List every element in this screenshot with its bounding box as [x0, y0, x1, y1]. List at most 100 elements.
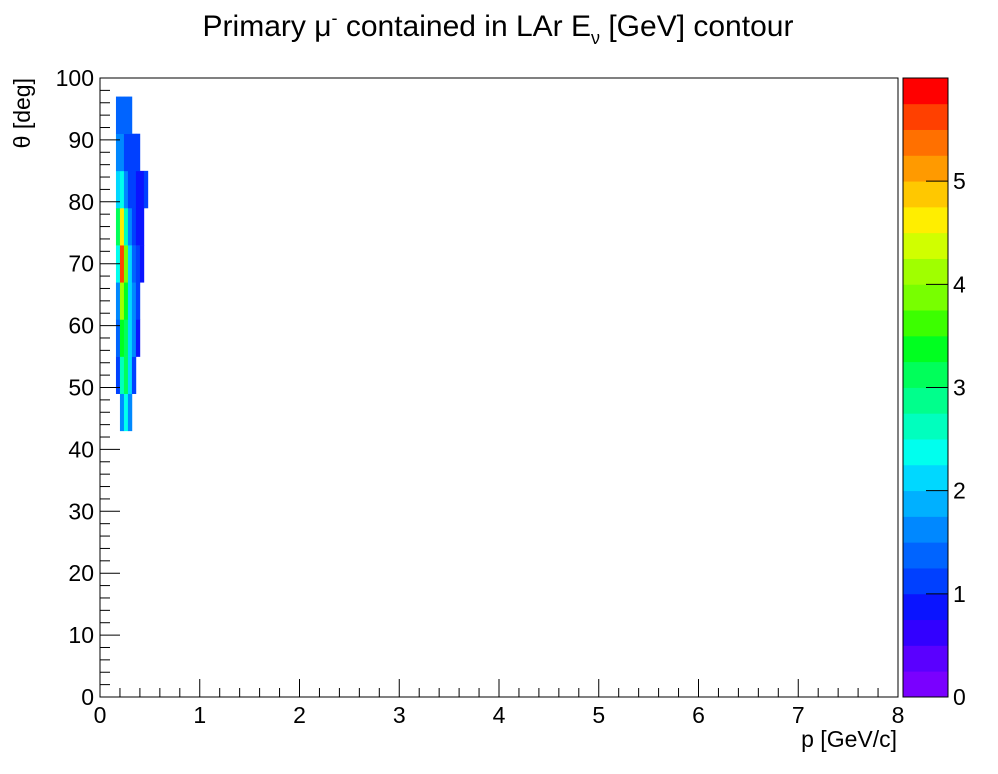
heatmap-cell [115, 319, 121, 357]
heatmap-cell [131, 245, 137, 283]
heatmap-cell [123, 133, 129, 172]
color-palette [902, 77, 949, 698]
heatmap-cell [135, 245, 141, 283]
x-tick-label: 6 [692, 702, 705, 728]
z-tick-label: 5 [953, 168, 966, 194]
heatmap-cell [127, 170, 133, 209]
x-tick-label: 1 [193, 702, 206, 728]
x-axis: 0 1 2 3 4 5 6 7 8 [94, 679, 905, 728]
z-tick-label: 2 [953, 478, 966, 504]
x-tick-label: 4 [493, 702, 506, 728]
palette-segment [903, 310, 948, 337]
palette-segment [903, 129, 948, 156]
x-tick-label: 8 [892, 702, 905, 728]
heatmap-cell [115, 356, 121, 394]
heatmap-cell [127, 319, 133, 357]
y-tick-label: 60 [68, 313, 94, 339]
heatmap-cell [143, 170, 149, 209]
heatmap-cell [135, 207, 141, 246]
heatmap-cell [131, 356, 137, 394]
heatmap-cell [127, 245, 133, 283]
y-tick-label: 50 [68, 375, 94, 401]
heatmap-cell [119, 393, 125, 432]
heatmap-cell [115, 133, 121, 172]
y-tick-label: 90 [68, 127, 94, 153]
heatmap-cell [123, 170, 129, 209]
heatmap-cells [115, 96, 149, 432]
palette-segment [903, 542, 948, 569]
heatmap-cell [119, 207, 125, 246]
z-tick-label: 0 [953, 684, 966, 710]
palette-segment [903, 619, 948, 646]
y-tick-label: 40 [68, 436, 94, 462]
heatmap-cell [119, 319, 125, 357]
heatmap-cell [127, 393, 133, 432]
heatmap-cell [119, 356, 125, 394]
chart-title-main: Primary μ [203, 10, 332, 43]
palette-segment [903, 516, 948, 543]
heatmap-cell [119, 245, 125, 283]
heatmap-cell [115, 96, 121, 135]
heatmap-cell [123, 245, 129, 283]
palette-segment [903, 464, 948, 492]
palette-segment [903, 232, 948, 259]
palette-segment [903, 439, 948, 466]
x-tick-label: 2 [293, 702, 306, 728]
palette-segment [903, 284, 948, 311]
y-tick-label: 100 [56, 65, 94, 91]
heatmap-cell [139, 245, 145, 283]
heatmap-cell [127, 207, 133, 246]
heatmap-cell [127, 282, 133, 320]
heatmap-cell [127, 133, 133, 172]
palette-segment [903, 103, 948, 130]
heatmap-cell [123, 356, 129, 394]
chart-title-middle: contained in LAr E [338, 10, 592, 43]
y-tick-label: 80 [68, 189, 94, 215]
y-tick-label: 10 [68, 622, 94, 648]
heatmap-cell [115, 170, 121, 209]
heatmap-cell [119, 96, 125, 135]
chart-title: Primary μ- contained in LAr Eν [GeV] con… [203, 8, 794, 48]
palette-segment [903, 78, 948, 105]
heatmap-cell [131, 133, 137, 172]
z-axis: 0 1 2 3 4 5 [926, 168, 966, 710]
heatmap-cell [115, 282, 121, 320]
heatmap-cell [123, 96, 129, 135]
heatmap-cell [135, 170, 141, 209]
heatmap-cell [119, 170, 125, 209]
palette-segment [903, 181, 948, 208]
z-tick-label: 4 [953, 271, 966, 297]
palette-segment [903, 645, 948, 672]
palette-segment [903, 568, 948, 595]
heatmap-cell [139, 207, 145, 246]
plot-frame [99, 77, 899, 698]
heatmap-cell [123, 282, 129, 320]
y-tick-label: 0 [81, 684, 94, 710]
chart-title-subscript: ν [591, 28, 600, 48]
palette-segment [903, 593, 948, 621]
y-axis-label: θ [deg] [9, 78, 35, 148]
palette-segment [903, 361, 948, 388]
heatmap-cell [139, 170, 145, 209]
palette-segment [903, 335, 948, 363]
heatmap-cell [127, 96, 133, 135]
palette-segment [903, 155, 948, 182]
heatmap-cell [131, 282, 137, 320]
palette-segment [903, 387, 948, 414]
heatmap-cell [135, 319, 141, 357]
y-tick-label: 70 [68, 251, 94, 277]
x-tick-label: 7 [792, 702, 805, 728]
heatmap-cell [115, 207, 121, 246]
x-tick-label: 5 [592, 702, 605, 728]
heatmap-cell [119, 282, 125, 320]
heatmap-cell [123, 393, 129, 432]
heatmap-cell [123, 319, 129, 357]
x-tick-label: 0 [94, 702, 107, 728]
heatmap-cell [127, 356, 133, 394]
z-tick-label: 3 [953, 375, 966, 401]
y-tick-label: 20 [68, 560, 94, 586]
palette-segment [903, 413, 948, 440]
y-axis: 0 10 20 30 40 50 60 70 80 90 100 [56, 65, 120, 710]
heatmap-cell [123, 207, 129, 246]
